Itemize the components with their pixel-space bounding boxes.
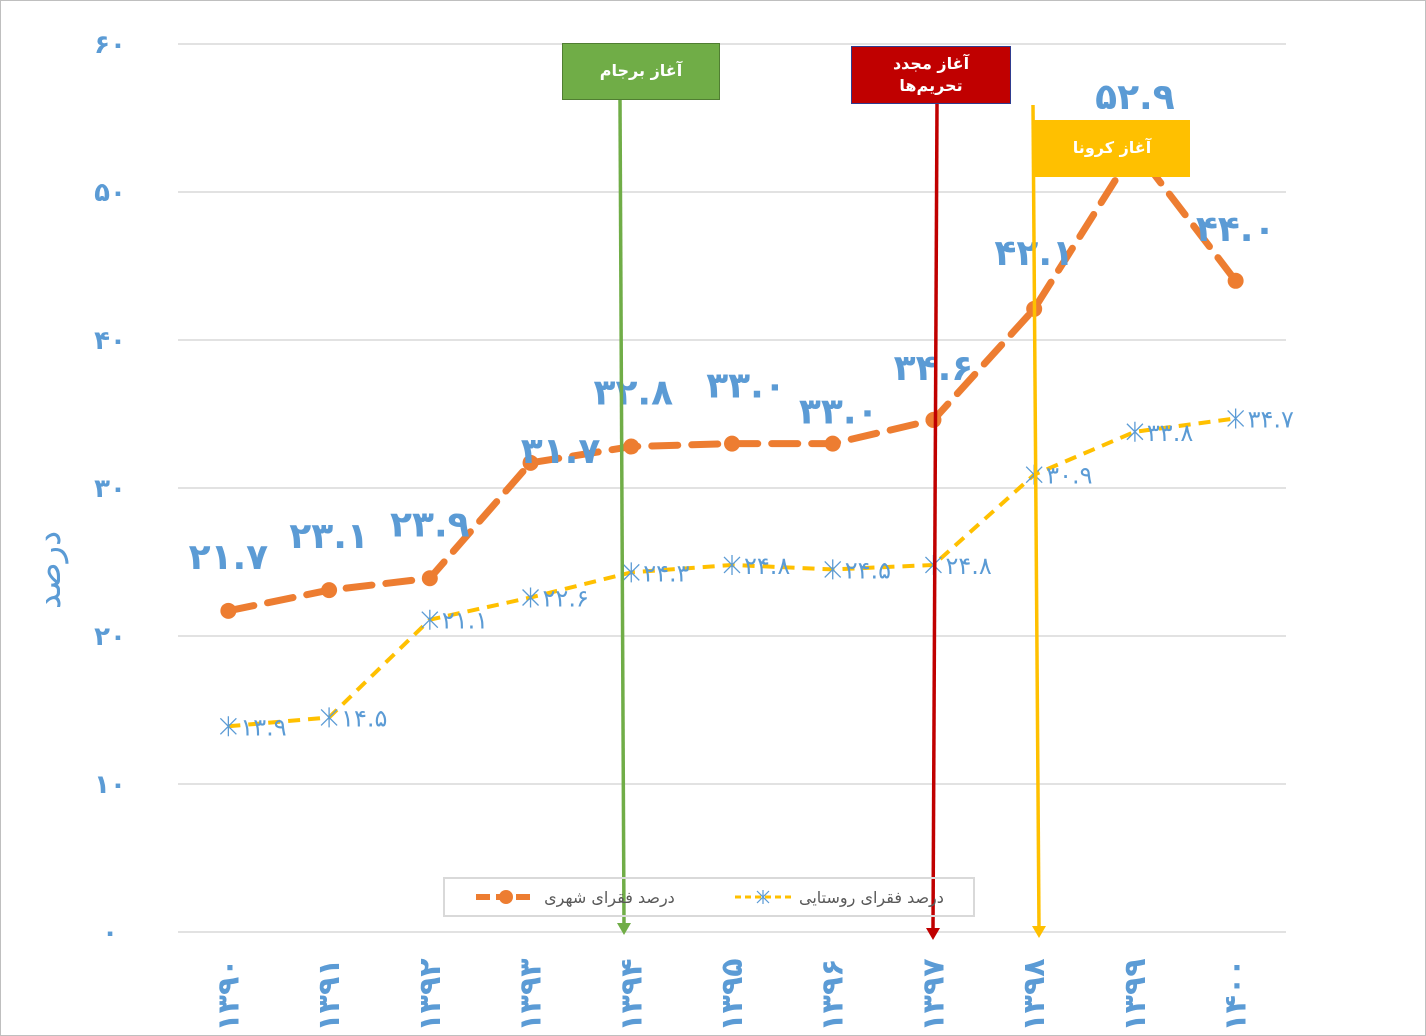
- x-tick-label: ۱۳۹۱: [312, 958, 347, 1031]
- annotation-arrow-line: [618, 99, 626, 926]
- urban-point-marker: [925, 411, 942, 428]
- urban-data-label: ۲۳.۹: [390, 504, 470, 545]
- y-tick-label: ۴۰: [94, 326, 126, 356]
- urban-point-marker: [321, 582, 338, 599]
- rural-data-label: ۳۳.۸: [1147, 419, 1193, 447]
- legend-item-urban: درصد فقرای شهری: [474, 888, 675, 907]
- y-axis-label: درصد: [29, 531, 69, 609]
- rural-data-label: ۱۳.۹: [240, 713, 286, 741]
- annotation-sanctions: آغاز مجدد تحریم‌ها: [851, 46, 1011, 104]
- y-tick-label: ۳۰: [94, 474, 126, 504]
- x-tick-label: ۱۳۹۹: [1118, 958, 1153, 1031]
- rural-data-label: ۲۲.۶: [543, 585, 589, 613]
- rural-line-marker-icon: [735, 890, 791, 904]
- x-tick-label: ۱۴۰۰: [1219, 958, 1254, 1031]
- x-tick-label: ۱۳۹۵: [715, 958, 750, 1031]
- legend-item-rural: درصد فقرای روستایی: [733, 888, 944, 907]
- rural-point-marker: [723, 554, 741, 575]
- rural-point-marker: [421, 609, 439, 630]
- x-tick-label: ۱۳۹۷: [916, 958, 951, 1031]
- rural-data-label: ۱۴.۵: [341, 704, 387, 732]
- legend-label-urban: درصد فقرای شهری: [544, 887, 675, 907]
- x-tick-label: ۱۳۹۶: [816, 958, 851, 1031]
- arrow-head-icon: [617, 923, 631, 935]
- legend: درصد فقرای روستایی درصد فقرای شهری: [443, 877, 975, 917]
- x-tick-label: ۱۳۹۰: [211, 958, 246, 1031]
- rural-data-label: ۲۴.۸: [744, 552, 790, 580]
- annotation-corona: آغاز کرونا: [1034, 120, 1190, 177]
- rural-data-label: ۲۴.۵: [845, 556, 891, 584]
- rural-point-marker: [622, 562, 640, 583]
- urban-data-label: ۳۴.۶: [894, 348, 974, 389]
- rural-point-marker: [824, 559, 842, 580]
- urban-point-marker: [623, 438, 640, 455]
- annotation-arrow-line: [931, 103, 939, 931]
- urban-point-marker: [724, 435, 740, 452]
- rural-point-marker: [1126, 421, 1144, 442]
- rural-data-label: ۳۰.۹: [1046, 462, 1092, 490]
- urban-point-marker: [421, 570, 438, 587]
- urban-point-marker: [220, 602, 237, 619]
- urban-data-label: ۳۳.۰: [706, 366, 786, 407]
- y-tick-label: ۰: [102, 918, 118, 948]
- legend-label-rural: درصد فقرای روستایی: [799, 887, 944, 907]
- arrow-head-icon: [926, 928, 940, 940]
- urban-data-label: ۳۱.۷: [521, 431, 601, 472]
- rural-data-label: ۲۱.۱: [442, 607, 488, 635]
- y-tick-label: ۲۰: [94, 622, 126, 652]
- y-tick-label: ۱۰: [94, 770, 126, 800]
- x-tick-label: ۱۳۹۳: [514, 958, 549, 1031]
- urban-data-label: ۵۲.۹: [1095, 77, 1175, 118]
- urban-data-label: ۲۱.۷: [189, 537, 269, 578]
- rural-data-label: ۲۴.۸: [945, 552, 991, 580]
- urban-line-marker-icon: [476, 890, 537, 904]
- annotation-arrow-line: [1031, 104, 1041, 929]
- rural-data-label: ۲۴.۳: [643, 559, 689, 587]
- rural-data-label: ۳۴.۷: [1248, 405, 1294, 433]
- urban-point-marker: [1227, 272, 1244, 289]
- urban-data-label: ۳۳.۰: [799, 392, 879, 433]
- rural-point-marker: [320, 707, 338, 728]
- arrow-head-icon: [1032, 926, 1046, 938]
- x-tick-label: ۱۳۹۲: [413, 958, 448, 1031]
- rural-point-marker: [522, 587, 540, 608]
- y-tick-label: ۵۰: [94, 178, 126, 208]
- rural-point-marker: [219, 716, 237, 737]
- urban-point-marker: [824, 435, 841, 452]
- urban-data-label: ۴۴.۰: [1196, 209, 1276, 250]
- annotation-barjam: آغاز برجام: [562, 43, 720, 100]
- urban-point-marker: [522, 454, 539, 471]
- urban-data-label: ۲۳.۱: [289, 516, 369, 557]
- x-tick-label: ۱۳۹۸: [1017, 958, 1052, 1031]
- urban-data-label: ۳۲.۸: [593, 373, 673, 414]
- x-tick-label: ۱۳۹۴: [614, 958, 649, 1031]
- y-tick-label: ۶۰: [94, 30, 126, 60]
- rural-point-marker: [1227, 408, 1245, 429]
